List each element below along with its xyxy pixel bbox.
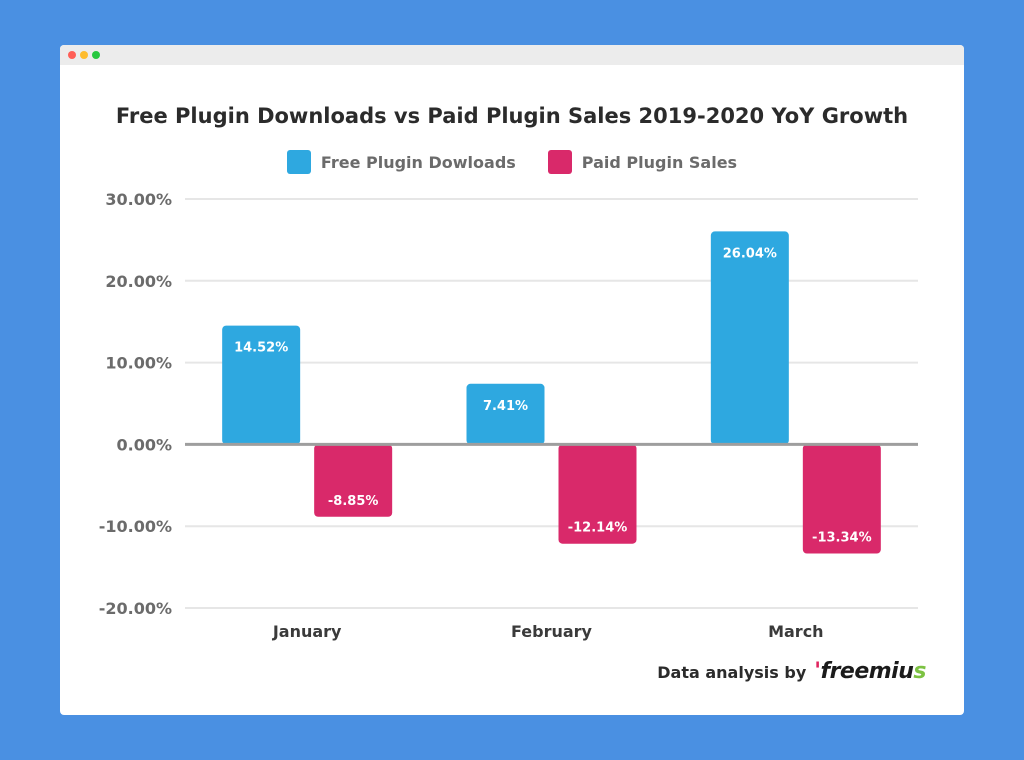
bar-chart-plot: 30.00% 20.00% 10.00% 0.00% -10.00% -20.00% 14.… [99, 190, 918, 641]
y-tick-label: 0.00% [116, 435, 172, 454]
bar-paid [314, 444, 393, 517]
credit-text: Data analysis by [657, 663, 807, 682]
data-label: 26.04% [723, 246, 777, 261]
logo-accent: ' [814, 659, 821, 684]
data-label: 7.41% [483, 399, 528, 414]
bar-free [710, 231, 789, 445]
freemius-logo: 'freemius [814, 659, 926, 684]
logo-text-end: s [913, 659, 926, 684]
bar-free [222, 325, 301, 445]
bar-free [466, 383, 545, 445]
legend-label-free: Free Plugin Dowloads [320, 152, 516, 172]
x-tick-label: February [511, 622, 593, 641]
chart-title: Free Plugin Downloads vs Paid Plugin Sal… [115, 104, 909, 128]
chart-legend: Free Plugin Dowloads Paid Plugin Sales [60, 150, 964, 174]
legend-swatch-free [286, 150, 311, 174]
bar-paid [558, 444, 637, 544]
legend-item-free: Free Plugin Dowloads [286, 150, 516, 174]
legend-item-paid: Paid Plugin Sales [547, 150, 738, 174]
y-tick-label: 10.00% [105, 354, 172, 373]
close-dot-icon[interactable] [68, 51, 76, 59]
data-label: -13.34% [812, 531, 872, 546]
data-label: -12.14% [568, 521, 628, 536]
y-tick-label: -20.00% [99, 599, 172, 618]
minimize-dot-icon[interactable] [80, 51, 88, 59]
y-tick-label: -10.00% [99, 517, 172, 536]
window-titlebar [60, 45, 964, 65]
data-label: -8.85% [328, 494, 379, 509]
data-label: 14.52% [234, 341, 288, 356]
credit-line: Data analysis by 'freemius [657, 659, 926, 684]
legend-label-paid: Paid Plugin Sales [581, 152, 738, 172]
logo-text-main: freemiu [820, 659, 914, 684]
browser-window: Free Plugin Downloads vs Paid Plugin Sal… [60, 45, 964, 715]
legend-swatch-paid [547, 150, 572, 174]
y-tick-label: 20.00% [105, 272, 172, 291]
maximize-dot-icon[interactable] [92, 51, 100, 59]
x-tick-label: January [272, 622, 342, 641]
y-tick-label: 30.00% [105, 190, 172, 209]
x-tick-label: March [768, 622, 823, 641]
bar-paid [802, 444, 881, 554]
